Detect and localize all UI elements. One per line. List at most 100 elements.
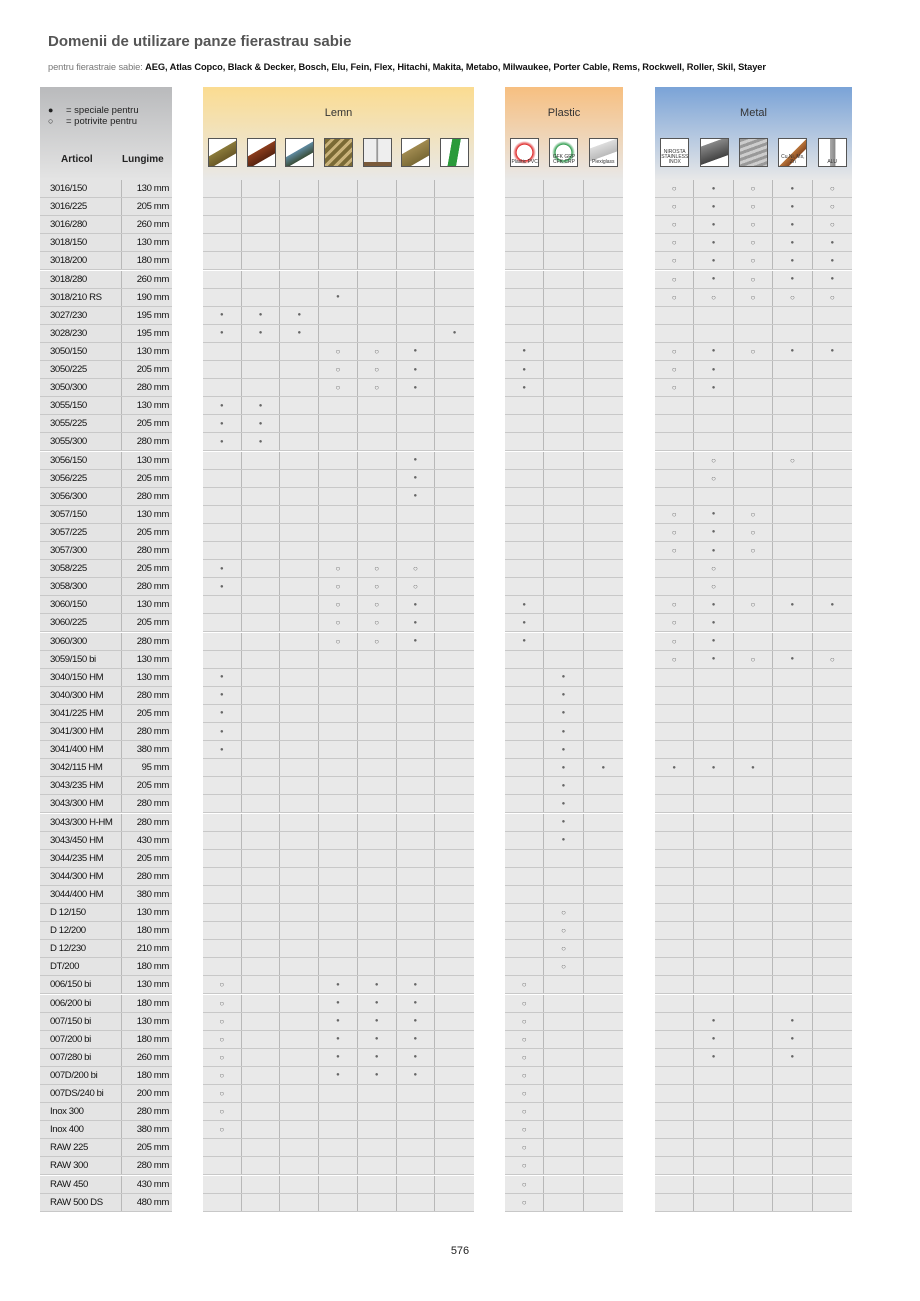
mark-cell (694, 813, 734, 831)
article-cell: Inox 300 (40, 1103, 122, 1121)
length-cell: 380 mm (122, 1121, 172, 1139)
table-row-metal (655, 1139, 852, 1158)
mark-cell: ● (396, 487, 436, 505)
table-row-lemn (203, 216, 474, 235)
mark-cell: ○ (357, 614, 397, 632)
mark-cell (773, 976, 813, 994)
mark-cell (773, 704, 813, 722)
mark-cell (812, 1121, 852, 1139)
mark-cell (544, 433, 584, 451)
mark-cell: ● (319, 976, 358, 994)
article-cell: 007D/200 bi (40, 1066, 122, 1084)
article-cell: 3058/300 (40, 578, 122, 596)
mark-cell (396, 686, 436, 704)
open-dot-icon: ○ (219, 1070, 225, 1080)
table-row: 3057/300 280 mm (40, 542, 172, 561)
length-cell: 130 mm (122, 976, 172, 994)
mark-cell (203, 904, 242, 922)
mark-cell (203, 270, 242, 288)
filled-dot-icon: ● (413, 1018, 418, 1025)
mark-cell (203, 342, 242, 360)
table-row-lemn: ○ ○ ● (203, 379, 474, 398)
mark-cell (583, 252, 623, 270)
mark-cell (241, 723, 281, 741)
mark-cell (357, 1139, 397, 1157)
table-row-metal: ● ● ● (655, 759, 852, 778)
filled-dot-icon: ● (790, 276, 795, 283)
table-row-lemn (203, 958, 474, 977)
filled-dot-icon: ● (413, 1000, 418, 1007)
mark-cell (733, 397, 774, 415)
gfk-icon: GFK GRP CFK CRP (549, 138, 579, 167)
mark-cell (319, 397, 358, 415)
mark-cell: ● (396, 632, 436, 650)
open-dot-icon: ○ (374, 564, 380, 574)
mark-cell (319, 723, 358, 741)
table-row: 3057/225 205 mm (40, 523, 172, 542)
open-dot-icon: ○ (671, 527, 677, 537)
table-row-metal (655, 686, 852, 705)
table-row-plastic: ○ (505, 904, 623, 923)
table-row-plastic: ○ (505, 1157, 623, 1176)
table-row-plastic (505, 451, 623, 470)
mark-cell: ● (505, 342, 545, 360)
mark-cell (583, 324, 623, 342)
table-row: RAW 450 430 mm (40, 1175, 172, 1194)
filled-dot-icon: ● (711, 384, 716, 391)
mark-cell: ● (203, 686, 242, 704)
mark-cell (544, 1103, 584, 1121)
mark-cell (319, 252, 358, 270)
length-cell: 280 mm (122, 813, 172, 831)
page-subtitle: pentru fierastraie sabie: AEG, Atlas Cop… (48, 62, 766, 72)
mark-cell (203, 288, 242, 306)
mark-cell (357, 469, 397, 487)
table-row-lemn (203, 180, 474, 199)
table-row-lemn: ○ ● ● ● (203, 994, 474, 1013)
mark-cell: ● (812, 270, 852, 288)
mark-cell (319, 523, 358, 541)
length-cell: 280 mm (122, 1157, 172, 1175)
table-row-lemn: ● ● ● ● (203, 324, 474, 343)
table-row-lemn: ● (203, 704, 474, 723)
filled-dot-icon: ● (830, 601, 835, 608)
mark-cell (280, 505, 320, 523)
mark-cell: ○ (694, 288, 734, 306)
table-row: 3041/225 HM 205 mm (40, 704, 172, 723)
mark-cell (241, 180, 281, 198)
mark-cell: ● (694, 614, 734, 632)
table-row-plastic: ● (505, 813, 623, 832)
mark-cell (583, 958, 623, 976)
table-row: 3050/225 205 mm (40, 361, 172, 380)
mark-cell (812, 523, 852, 541)
filled-dot-icon: ● (830, 276, 835, 283)
open-dot-icon: ○ (521, 1089, 527, 1099)
mark-cell (241, 704, 281, 722)
mark-cell: ● (544, 686, 584, 704)
mark-cell (435, 252, 474, 270)
mark-cell: ● (396, 379, 436, 397)
article-cell: 3057/300 (40, 542, 122, 560)
mark-cell (203, 885, 242, 903)
mark-cell (812, 1066, 852, 1084)
open-dot-icon: ○ (521, 1034, 527, 1044)
mark-cell (812, 632, 852, 650)
icon-label: Plexiglass (592, 159, 615, 165)
table-row-lemn: ● (203, 668, 474, 687)
table-row: 3044/300 HM 280 mm (40, 867, 172, 886)
mark-cell (241, 632, 281, 650)
mark-cell (203, 849, 242, 867)
mark-cell (694, 433, 734, 451)
mark-cell (435, 668, 474, 686)
mark-cell: ● (583, 759, 623, 777)
mark-cell: ● (396, 469, 436, 487)
filled-dot-icon: ● (522, 638, 526, 645)
mark-cell (694, 306, 734, 324)
mark-cell: ○ (655, 614, 695, 632)
open-dot-icon: ○ (750, 292, 756, 302)
mark-cell: ● (812, 234, 852, 252)
filled-dot-icon: ● (711, 638, 716, 645)
table-row: 3018/210 RS 190 mm (40, 288, 172, 307)
mark-cell: ○ (733, 505, 774, 523)
mark-cell: ● (773, 198, 813, 216)
mark-cell (435, 759, 474, 777)
